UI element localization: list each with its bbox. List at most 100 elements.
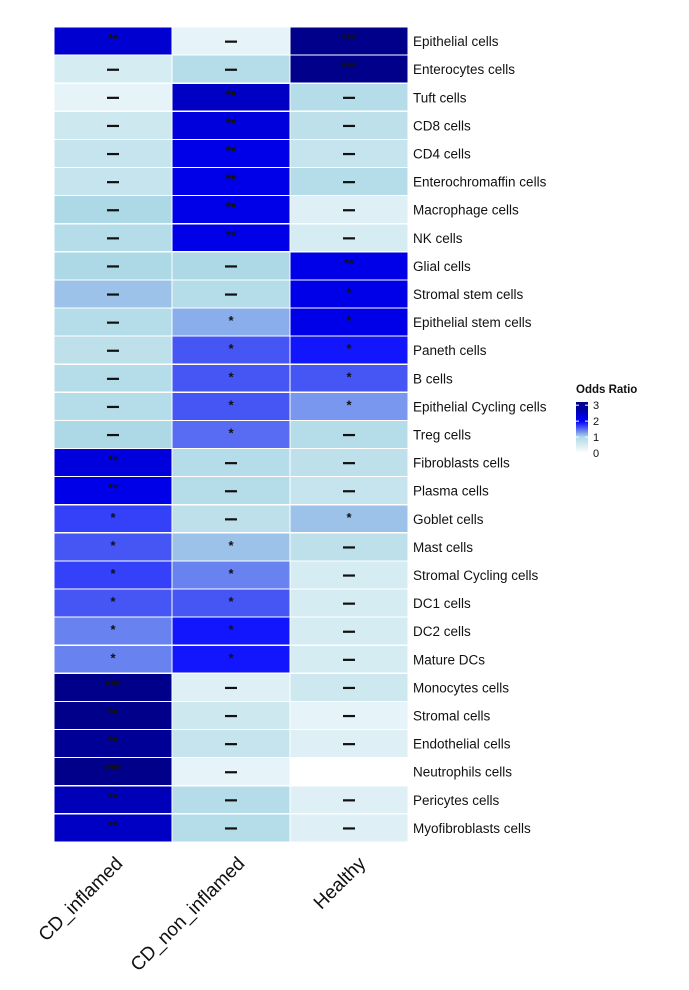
row-label-paneth-cells: Paneth cells: [413, 343, 487, 358]
column-label-healthy: Healthy: [310, 853, 371, 914]
row-label-pericytes-cells: Pericytes cells: [413, 793, 500, 808]
cell-endothelial-cells-cd-inflamed: [53, 728, 173, 759]
cell-stromal-cells-cd-inflamed: [53, 700, 173, 731]
not-significant-mark: [107, 96, 119, 99]
row-label-cd8-cells: CD8 cells: [413, 118, 471, 133]
significance-mark: **: [108, 31, 119, 46]
not-significant-mark: [225, 40, 237, 43]
not-significant-mark: [343, 124, 355, 128]
not-significant-mark: [107, 293, 119, 296]
cell-mast-cells-cd-non-inflamed: [171, 532, 291, 562]
cell-epithelial-cycling-cells-healthy: [289, 391, 409, 421]
row-label-epithelial-stem-cells: Epithelial stem cells: [413, 315, 532, 330]
row-label-tuft-cells: Tuft cells: [413, 90, 467, 105]
not-significant-mark: [107, 152, 119, 156]
cell-epithelial-stem-cells-healthy: [289, 307, 409, 337]
legend-tick-label: 0: [593, 448, 599, 460]
row-label-b-cells: B cells: [413, 371, 453, 386]
not-significant-mark: [107, 265, 119, 268]
significance-mark: **: [226, 115, 237, 130]
not-significant-mark: [343, 152, 355, 156]
legend-tick-label: 2: [593, 416, 599, 428]
cell-glial-cells-healthy: [289, 251, 409, 281]
significance-mark: ***: [341, 59, 357, 74]
row-label-mature-dcs: Mature DCs: [413, 652, 485, 667]
not-significant-mark: [107, 68, 119, 71]
not-significant-mark: [343, 96, 355, 99]
not-significant-mark: [343, 714, 355, 718]
significance-mark: *: [228, 341, 234, 356]
significance-mark: ***: [105, 677, 121, 692]
not-significant-mark: [343, 602, 355, 605]
cell-dc2-cells-cd-inflamed: [53, 616, 173, 646]
not-significant-mark: [107, 405, 119, 409]
not-significant-mark: [343, 827, 355, 830]
significance-mark: **: [108, 790, 119, 805]
not-significant-mark: [225, 686, 237, 690]
cell-mature-dcs-cd-non-inflamed: [171, 644, 291, 674]
row-label-epithelial-cycling-cells: Epithelial Cycling cells: [413, 399, 547, 414]
cell-stromal-cycling-cells-cd-non-inflamed: [171, 560, 291, 590]
significance-mark: *: [228, 622, 234, 637]
significance-mark: **: [108, 818, 119, 833]
not-significant-mark: [107, 209, 119, 212]
significance-mark: *: [228, 425, 234, 440]
significance-mark: *: [228, 566, 234, 581]
row-label-myofibroblasts-cells: Myofibroblasts cells: [413, 821, 531, 836]
not-significant-mark: [343, 546, 355, 549]
row-label-treg-cells: Treg cells: [413, 427, 471, 442]
significance-mark: *: [228, 313, 234, 328]
significance-mark: *: [346, 285, 352, 300]
row-label-stromal-cells: Stromal cells: [413, 708, 491, 723]
not-significant-mark: [225, 462, 237, 465]
cell-tuft-cells-cd-non-inflamed: [171, 82, 291, 112]
cell-enterocytes-cells-healthy: [289, 54, 409, 84]
not-significant-mark: [225, 68, 237, 71]
not-significant-mark: [225, 743, 237, 746]
row-label-enterochromaffin-cells: Enterochromaffin cells: [413, 175, 547, 190]
cell-plasma-cells-cd-inflamed: [53, 476, 173, 506]
significance-mark: *: [346, 369, 352, 384]
cell-cd4-cells-cd-non-inflamed: [171, 138, 291, 169]
row-label-monocytes-cells: Monocytes cells: [413, 680, 509, 695]
not-significant-mark: [225, 799, 237, 802]
row-label-goblet-cells: Goblet cells: [413, 512, 484, 527]
significance-mark: **: [226, 200, 237, 215]
not-significant-mark: [107, 237, 119, 240]
cell-endothelial-cells-cd-non-inflamed: [171, 728, 291, 759]
column-label-cd-non-inflamed: CD_non_inflamed: [127, 853, 249, 975]
significance-marks: ** ********************** ** ** ** ******* ** *…: [105, 31, 357, 833]
not-significant-mark: [107, 321, 119, 324]
not-significant-mark: [343, 743, 355, 746]
cell-b-cells-healthy: [289, 363, 409, 393]
row-label-endothelial-cells: Endothelial cells: [413, 737, 511, 752]
not-significant-mark: [107, 433, 119, 437]
not-significant-mark: [343, 574, 355, 577]
not-significant-mark: [343, 209, 355, 212]
not-significant-mark: [107, 377, 119, 380]
significance-mark: *: [228, 538, 234, 553]
not-significant-mark: [343, 686, 355, 690]
significance-mark: *: [110, 622, 116, 637]
column-labels: CD_inflamed CD_non_inflamed Healthy: [35, 853, 371, 976]
cell-goblet-cells-healthy: [289, 504, 409, 534]
not-significant-mark: [107, 181, 119, 184]
cell-dc1-cells-cd-inflamed: [53, 588, 173, 618]
row-label-dc2-cells: DC2 cells: [413, 624, 471, 639]
not-significant-mark: [343, 462, 355, 465]
cell-mast-cells-cd-inflamed: [53, 532, 173, 562]
row-label-stromal-cycling-cells: Stromal Cycling cells: [413, 568, 539, 583]
column-label-cd-inflamed: CD_inflamed: [35, 853, 128, 946]
cell-stromal-stem-cells-healthy: [289, 279, 409, 309]
cell-monocytes-cells-cd-inflamed: [53, 672, 173, 702]
significance-mark: **: [108, 453, 119, 468]
not-significant-mark: [225, 293, 237, 296]
color-legend: Odds Ratio 0 1 2 3: [576, 384, 637, 460]
not-significant-mark: [225, 827, 237, 830]
significance-mark: *: [228, 650, 234, 665]
row-label-fibroblasts-cells: Fibroblasts cells: [413, 456, 510, 471]
not-significant-mark: [225, 771, 237, 774]
significance-mark: *: [346, 510, 352, 525]
row-label-stromal-stem-cells: Stromal stem cells: [413, 287, 524, 302]
